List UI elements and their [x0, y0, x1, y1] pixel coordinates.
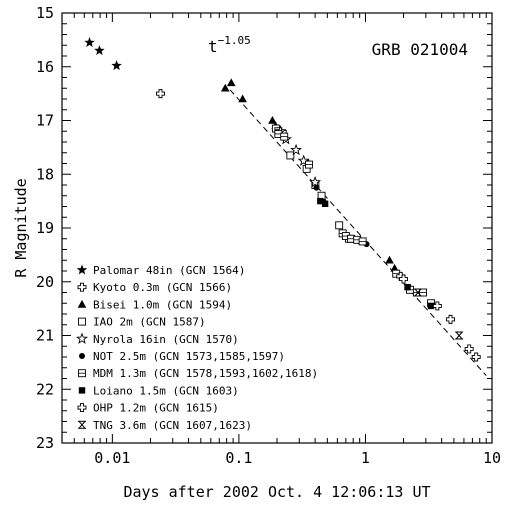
- legend-marker: [78, 387, 86, 394]
- x-tick-label: 0.1: [225, 449, 252, 467]
- legend-label: Bisei 1.0m (GCN 1594): [93, 298, 232, 311]
- data-point: [464, 344, 474, 354]
- x-tick-label: 0.01: [94, 449, 130, 467]
- data-point: [220, 83, 230, 92]
- data-point: [268, 116, 277, 124]
- legend-marker: [76, 264, 88, 275]
- legend-label: Loiano 1.5m (GCN 1603): [93, 384, 239, 397]
- data-point: [286, 151, 295, 160]
- data-points: [84, 37, 481, 362]
- data-point: [413, 288, 422, 297]
- data-point: [226, 78, 236, 87]
- y-tick-label: 22: [36, 380, 54, 398]
- y-tick-label: 21: [36, 327, 54, 345]
- data-point: [309, 176, 322, 188]
- legend: Palomar 48in (GCN 1564) Kyoto 0.3m (GCN 1…: [76, 264, 318, 432]
- data-point: [335, 221, 344, 230]
- legend-label: Palomar 48in (GCN 1564): [93, 264, 245, 277]
- svg-text:t−1.05: t−1.05: [208, 34, 251, 56]
- fit-annotation: t−1.05: [208, 34, 251, 56]
- legend-marker: [78, 317, 86, 326]
- data-point: [390, 263, 399, 272]
- legend-marker: [77, 282, 87, 292]
- legend-marker: [78, 369, 86, 378]
- x-axis: 0.01 0.1 1 10: [61, 13, 501, 467]
- y-tick-label: 15: [36, 4, 54, 22]
- data-point: [471, 352, 481, 362]
- power-law-fit-line: [229, 89, 487, 376]
- legend-label: Nyrola 16in (GCN 1570): [93, 333, 239, 346]
- legend-marker: [77, 299, 87, 308]
- data-point: [84, 37, 95, 48]
- legend-marker: [78, 420, 86, 429]
- y-tick-label: 23: [36, 434, 54, 452]
- y-axis: 15 16 17 18 19 20 21 22 23: [36, 4, 492, 452]
- legend-label: OHP 1.2m (GCN 1615): [93, 402, 219, 415]
- fit-exponent-label: −1.05: [218, 34, 251, 47]
- data-point: [317, 197, 324, 205]
- legend-marker: [77, 403, 87, 413]
- data-point: [385, 255, 394, 264]
- y-tick-label: 20: [36, 273, 54, 291]
- data-point: [305, 160, 313, 169]
- marker-stroke: [78, 420, 86, 429]
- marker-stroke: [455, 331, 463, 340]
- data-point: [432, 301, 442, 311]
- data-point: [321, 200, 329, 208]
- data-point: [238, 94, 247, 103]
- marker-stroke: [414, 288, 422, 297]
- data-point: [419, 288, 427, 297]
- data-point: [404, 283, 411, 291]
- data-point: [399, 274, 408, 284]
- y-tick-label: 18: [36, 165, 54, 183]
- y-tick-label: 17: [36, 112, 54, 130]
- fit-base-label: t: [208, 37, 218, 56]
- data-point: [446, 314, 455, 324]
- legend-label: NOT 2.5m (GCN 1573,1585,1597): [93, 350, 285, 363]
- legend-label: MDM 1.3m (GCN 1578,1593,1602,1618): [93, 367, 318, 380]
- data-point: [455, 331, 464, 340]
- y-axis-label: R Magnitude: [12, 178, 30, 277]
- data-point: [280, 132, 289, 141]
- legend-marker: [79, 353, 85, 359]
- data-point: [111, 60, 122, 71]
- x-tick-label: 1: [361, 449, 370, 467]
- data-point: [297, 154, 310, 166]
- legend-label: Kyoto 0.3m (GCN 1566): [93, 281, 232, 294]
- legend-marker: [76, 332, 88, 344]
- legend-label: TNG 3.6m (GCN 1607,1623): [93, 419, 252, 432]
- y-tick-label: 19: [36, 219, 54, 237]
- legend-label: IAO 2m (GCN 1587): [93, 316, 206, 329]
- data-point: [313, 184, 320, 191]
- data-point: [358, 237, 367, 246]
- x-axis-label: Days after 2002 Oct. 4 12:06:13 UT: [123, 483, 430, 501]
- data-point: [427, 302, 435, 310]
- chart-title: GRB 021004: [372, 40, 468, 59]
- y-tick-label: 16: [36, 58, 54, 76]
- data-point: [290, 143, 303, 156]
- data-point: [94, 45, 105, 56]
- data-point: [156, 89, 165, 99]
- x-tick-label: 10: [483, 449, 501, 467]
